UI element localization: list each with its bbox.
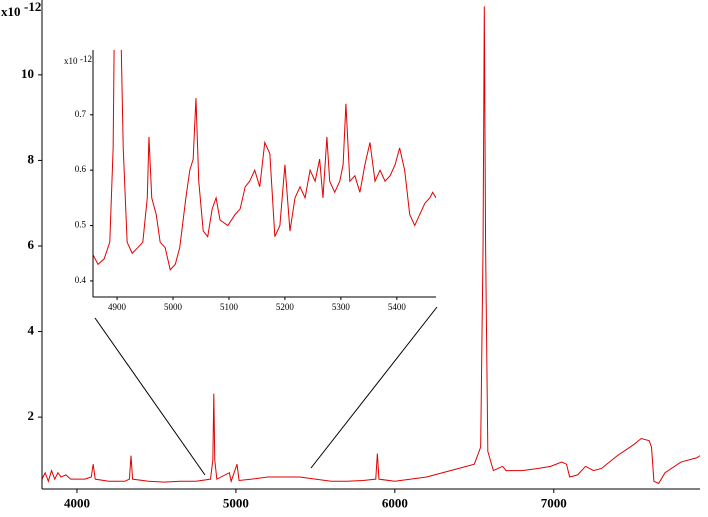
y-tick-label: 4 — [28, 323, 35, 338]
x-tick-label: 5100 — [220, 302, 239, 312]
y-tick-label: 0.7 — [75, 109, 87, 119]
y-tick-label: 2 — [28, 408, 35, 423]
y-multiplier: x10 — [1, 4, 21, 19]
y-exponent: -12 — [24, 0, 41, 14]
x-tick-label: 5300 — [332, 302, 351, 312]
spectrum-line — [42, 6, 700, 485]
x-tick-label: 5400 — [388, 302, 407, 312]
x-tick-label: 7000 — [541, 496, 567, 511]
x-tick-label: 5000 — [223, 496, 249, 511]
spectrum-line — [93, 50, 436, 271]
x-tick-label: 5000 — [164, 302, 183, 312]
y-tick-label: 0.6 — [75, 164, 87, 174]
x-tick-label: 4900 — [108, 302, 127, 312]
y-tick-label: 6 — [28, 237, 35, 252]
x-tick-label: 4000 — [64, 496, 90, 511]
x-tick-label: 5200 — [276, 302, 295, 312]
x-tick-label: 6000 — [382, 496, 408, 511]
y-tick-label: 10 — [21, 66, 34, 81]
y-tick-label: 0.4 — [75, 275, 87, 285]
y-tick-label: 8 — [28, 151, 35, 166]
y-exponent: -12 — [80, 54, 92, 64]
y-multiplier: x10 — [64, 56, 78, 66]
zoom-connector — [94, 317, 206, 476]
inset-background — [93, 50, 436, 297]
y-tick-label: 0.5 — [75, 220, 87, 230]
zoom-connector — [310, 306, 438, 469]
